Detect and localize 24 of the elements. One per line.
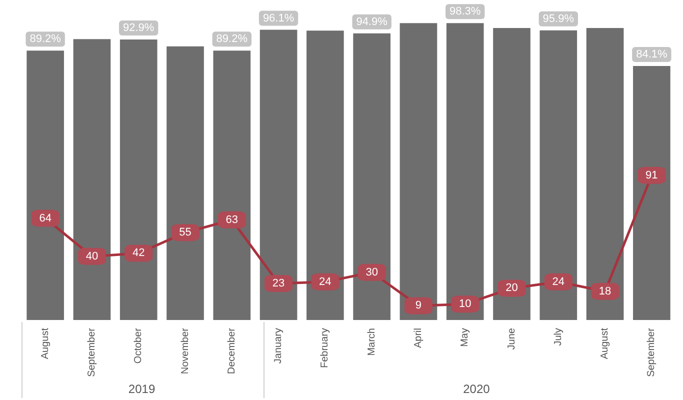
x-tick-label: August	[40, 328, 51, 360]
x-tick-label: June	[506, 328, 518, 350]
x-tick-label: September	[86, 327, 98, 377]
x-tick-label: January	[273, 328, 284, 364]
data-label: 95.9%	[542, 12, 574, 25]
data-label: 89.2%	[30, 33, 62, 46]
data-label: 84.1%	[636, 48, 668, 61]
data-label: 98.3%	[450, 6, 481, 18]
x-tick-label: August	[600, 328, 611, 360]
text: 2019	[128, 382, 156, 396]
x-tick-label: December	[226, 327, 238, 374]
x-tick-label: April	[412, 328, 424, 348]
x-tick-label: November	[180, 327, 191, 374]
data-label: 89.2%	[216, 33, 248, 46]
x-tick-label: July	[552, 328, 564, 346]
x-tick-label: September	[646, 327, 658, 377]
x-tick-label: March	[366, 328, 378, 356]
x-tick-label: October	[133, 327, 144, 364]
data-label: 96.1%	[262, 12, 294, 24]
data-label: 92.9%	[123, 22, 154, 34]
x-tick-label: May	[460, 328, 471, 347]
x-tick-label: February	[320, 328, 331, 368]
data-label: 94.9%	[356, 16, 388, 28]
text: 2020	[463, 382, 490, 396]
